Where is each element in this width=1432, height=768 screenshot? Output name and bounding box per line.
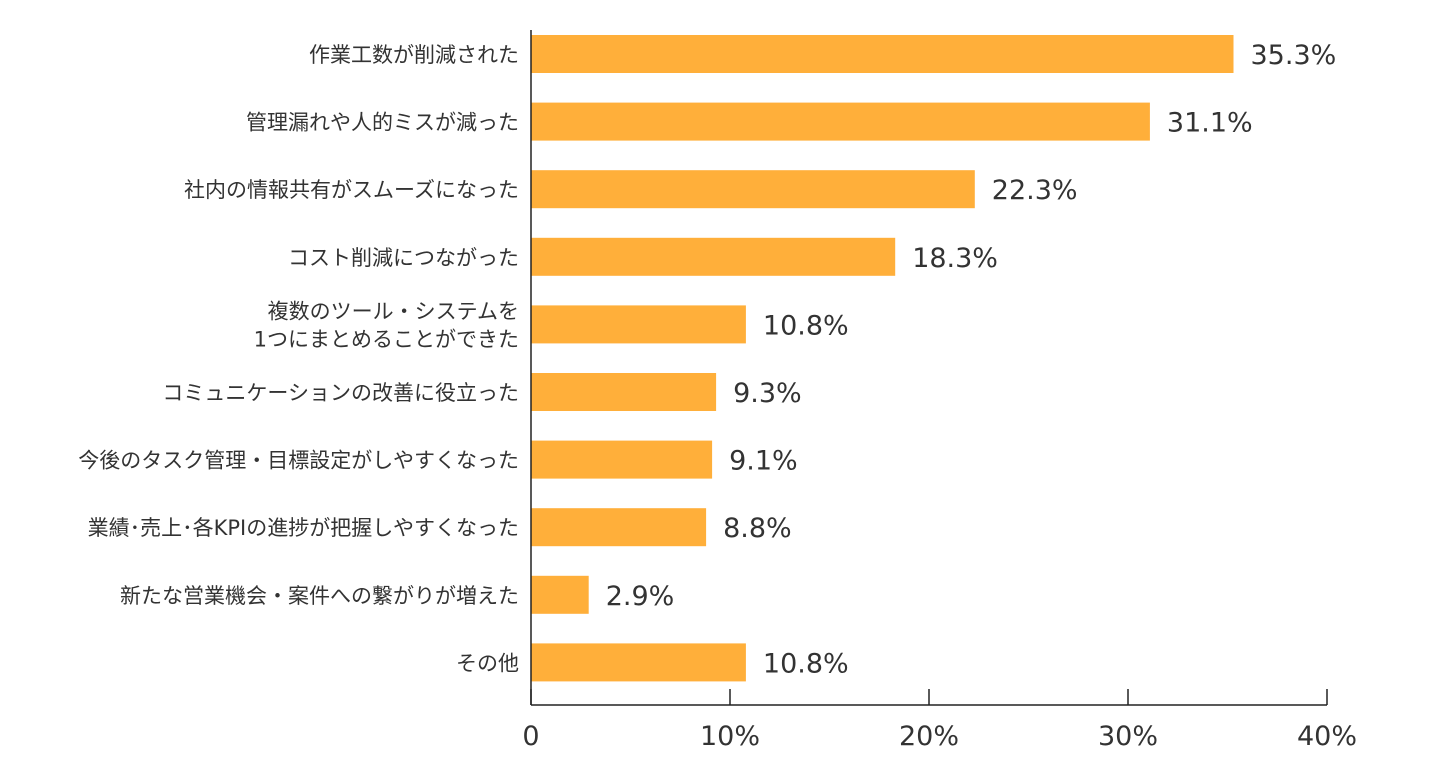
data-label: 8.8% (723, 513, 792, 544)
category-label-line: 複数のツール・システムを (268, 299, 519, 323)
data-label: 35.3% (1251, 40, 1337, 71)
category-label: 今後のタスク管理・目標設定がしやすくなった (78, 449, 519, 473)
category-label-line: その他 (456, 651, 519, 675)
data-label: 9.3% (733, 378, 802, 409)
bar (531, 643, 746, 682)
category-label-line: コミュニケーションの改善に役立った (162, 381, 519, 405)
category-label: 作業工数が削減された (309, 43, 519, 67)
category-label: 複数のツール・システムを 1つにまとめることができた (254, 299, 519, 351)
bars-layer (531, 35, 1234, 682)
axis-layer: 0 10% 20% 30% 40% (522, 30, 1357, 752)
x-tick-label: 0 (522, 721, 539, 752)
x-tick-label: 10% (700, 721, 760, 752)
category-label: コミュニケーションの改善に役立った (162, 381, 519, 405)
bar (531, 373, 717, 411)
category-label-line: 作業工数が削減された (309, 43, 519, 67)
x-tick-label: 30% (1098, 721, 1158, 752)
bar (531, 508, 707, 547)
data-label: 31.1% (1167, 108, 1253, 139)
x-tick-label: 40% (1297, 721, 1357, 752)
data-label: 18.3% (912, 243, 998, 274)
category-label-line: 管理漏れや人的ミスが減った (246, 111, 519, 135)
category-label-line: 業績･売上･各KPIの進捗が把握しやすくなった (88, 516, 519, 540)
category-label: 社内の情報共有がスムーズになった (184, 178, 519, 202)
bar (531, 102, 1150, 141)
category-label: その他 (456, 651, 519, 675)
category-label: 新たな営業機会・案件への繋がりが増えた (120, 584, 519, 608)
category-label-line: 1つにまとめることができた (254, 327, 519, 351)
bar (531, 575, 589, 614)
category-label-line: 今後のタスク管理・目標設定がしやすくなった (78, 449, 519, 473)
category-label: 管理漏れや人的ミスが減った (246, 111, 519, 135)
data-label: 22.3% (992, 175, 1078, 206)
category-label: コスト削減につながった (288, 246, 519, 270)
data-label: 9.1% (729, 446, 798, 477)
bar (531, 237, 896, 276)
category-label-line: コスト削減につながった (288, 246, 519, 270)
bar (531, 440, 713, 479)
bar (531, 35, 1234, 73)
bar (531, 305, 746, 344)
x-tick-label: 20% (899, 721, 959, 752)
labels-layer: 35.3% 作業工数が削減された 31.1% 管理漏れや人的ミスが減った 22.3% 社内… (78, 40, 1336, 679)
data-label: 10.8% (763, 648, 849, 679)
category-label-line: 社内の情報共有がスムーズになった (184, 178, 519, 202)
data-label: 2.9% (606, 581, 675, 612)
bar (531, 170, 975, 209)
category-label: 業績･売上･各KPIの進捗が把握しやすくなった (88, 516, 519, 540)
data-label: 10.8% (763, 310, 849, 341)
category-label-line: 新たな営業機会・案件への繋がりが増えた (120, 584, 519, 608)
